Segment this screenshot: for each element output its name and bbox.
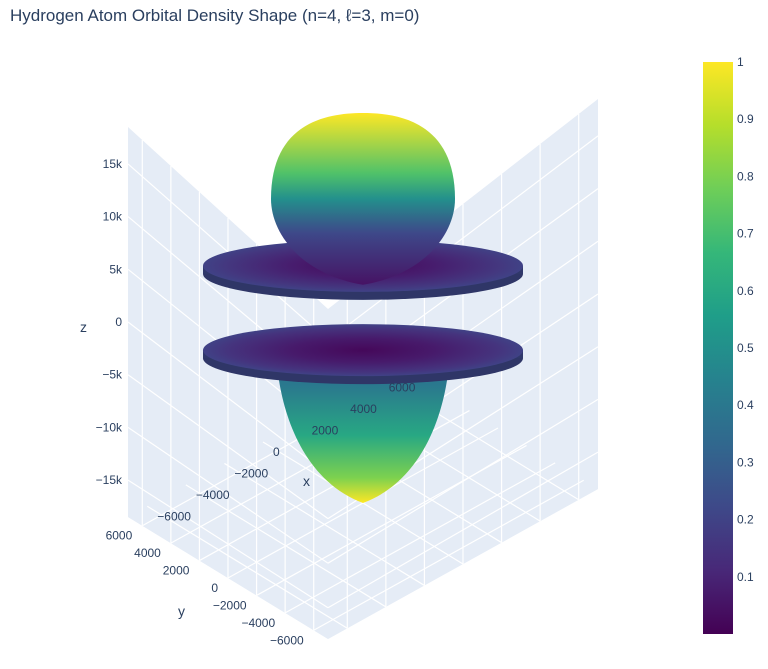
x-tick-label: −2000: [234, 466, 268, 480]
colorbar: 1 0.9 0.8 0.7 0.6 0.5 0.4 0.3 0.2 0.1: [703, 55, 754, 634]
chart-title: Hydrogen Atom Orbital Density Shape (n=4…: [10, 6, 420, 25]
colorbar-tick-label: 0.9: [737, 112, 754, 126]
grid-wall-z: [327, 398, 599, 564]
grid-wall-z: [327, 135, 599, 341]
x-axis-title: x: [303, 473, 310, 489]
colorbar-tick-label: 0.8: [737, 169, 754, 183]
z-tick-label: 15k: [103, 157, 123, 171]
grid-wall-z: [327, 451, 599, 609]
z-tick-label: −10k: [96, 420, 123, 434]
lower-ring: [203, 324, 523, 377]
orbital-surface: [203, 113, 523, 503]
z-tick-label: 10k: [103, 210, 123, 224]
z-tick-label: −15k: [96, 473, 123, 487]
colorbar-tick-label: 0.5: [737, 341, 754, 355]
x-tick-label: −4000: [196, 488, 230, 502]
x-tick-label: 0: [273, 445, 280, 459]
grid-floor-y: [313, 479, 585, 631]
axis-titles: z y x: [80, 319, 310, 619]
colorbar-gradient: [703, 62, 733, 634]
x-tick-label: −6000: [157, 509, 191, 523]
x-tick-label: 6000: [389, 381, 416, 395]
x-tick-label: 4000: [350, 402, 377, 416]
grid-wall-z: [127, 426, 329, 564]
grid-floor-y: [284, 462, 556, 614]
y-tick-label: 2000: [163, 564, 190, 578]
y-tick-label: 4000: [134, 546, 161, 560]
colorbar-tick-label: 0.2: [737, 513, 754, 527]
y-axis-title: y: [178, 603, 185, 619]
grid-wall-z: [127, 374, 329, 520]
colorbar-tick-label: 0.7: [737, 227, 754, 241]
colorbar-tick-label: 0.1: [737, 570, 754, 584]
z-axis-title: z: [80, 319, 87, 335]
colorbar-tick-label: 0.4: [737, 398, 754, 412]
axis-tick-labels: 15k 10k 5k 0 −5k −10k −15k −6000 −4000 −2000 0 2000…: [96, 157, 416, 647]
y-tick-label: −2000: [213, 598, 247, 612]
colorbar-tick-label: 0.3: [737, 455, 754, 469]
z-tick-label: 5k: [109, 262, 123, 276]
colorbar-tick-label: 0.6: [737, 284, 754, 298]
y-tick-label: −6000: [270, 633, 304, 647]
colorbar-tick-label: 1: [737, 55, 744, 69]
y-tick-label: −4000: [241, 616, 275, 630]
z-tick-label: 0: [115, 315, 122, 329]
y-tick-label: 0: [211, 581, 218, 595]
grid-wall-z: [127, 321, 329, 475]
grid-wall-z: [127, 479, 329, 609]
upper-polar-lobe: [271, 113, 455, 285]
z-tick-label: −5k: [102, 368, 123, 382]
x-tick-label: 2000: [312, 424, 339, 438]
y-tick-label: 6000: [106, 529, 133, 543]
